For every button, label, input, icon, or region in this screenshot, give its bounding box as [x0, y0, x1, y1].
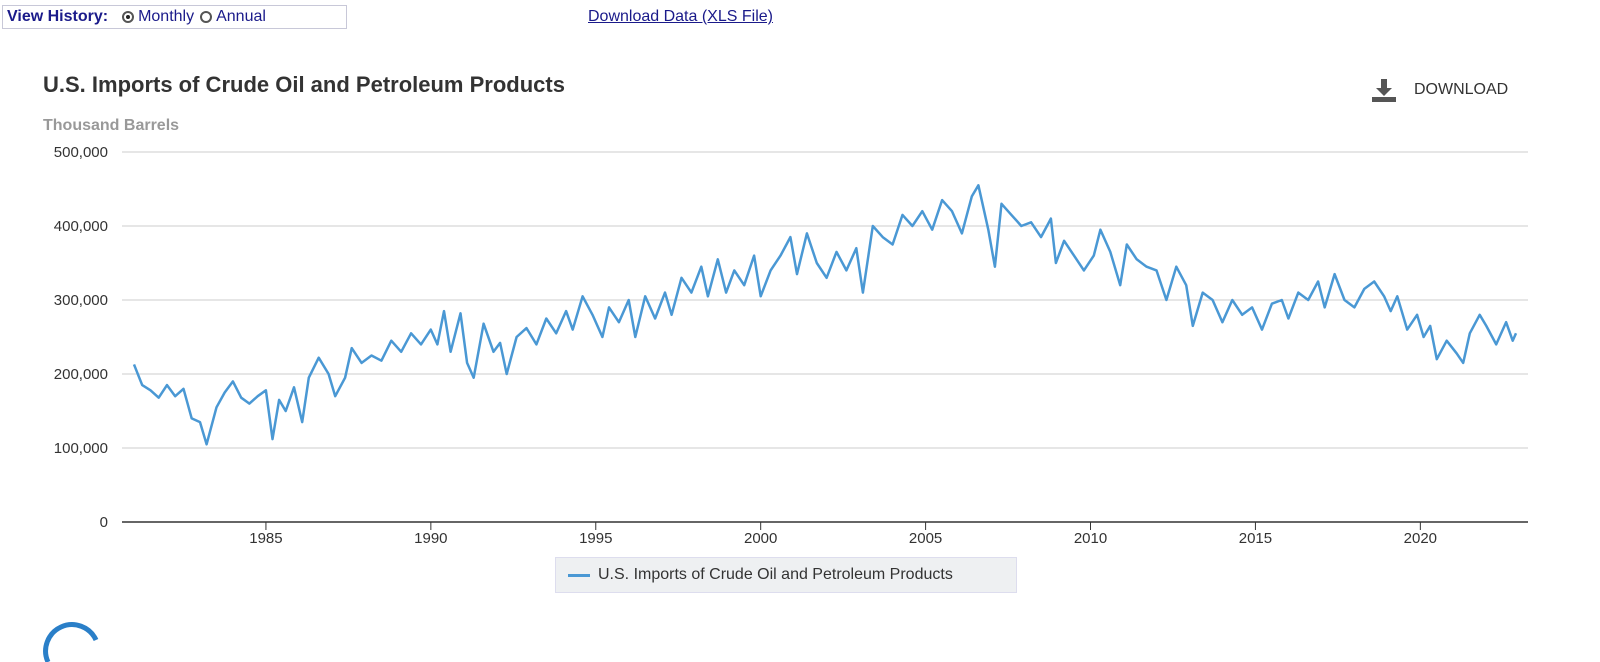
- monthly-radio[interactable]: [122, 11, 135, 23]
- y-tick-label: 500,000: [54, 144, 108, 161]
- monthly-label[interactable]: Monthly: [138, 8, 195, 25]
- legend-item[interactable]: U.S. Imports of Crude Oil and Petroleum …: [555, 557, 1017, 593]
- x-tick-label: 1995: [579, 530, 612, 547]
- x-tick-label: 1990: [414, 530, 447, 547]
- legend-label: U.S. Imports of Crude Oil and Petroleum …: [598, 566, 953, 583]
- y-tick-label: 300,000: [54, 292, 108, 309]
- x-tick-label: 2005: [909, 530, 942, 547]
- y-axis-unit: Thousand Barrels: [43, 117, 180, 134]
- download-icon: [1372, 79, 1396, 102]
- view-history-selector: View History: Monthly Annual: [2, 5, 347, 29]
- series-line: [132, 184, 1518, 446]
- view-history-label: View History:: [7, 8, 109, 25]
- x-tick-label: 2000: [744, 530, 777, 547]
- x-tick-label: 2020: [1404, 530, 1437, 547]
- y-tick-label: 200,000: [54, 366, 108, 383]
- download-label: DOWNLOAD: [1414, 81, 1509, 98]
- eia-logo: [43, 622, 99, 662]
- x-tick-label: 2015: [1239, 530, 1272, 547]
- download-data-link[interactable]: Download Data (XLS File): [588, 8, 773, 25]
- annual-label[interactable]: Annual: [216, 8, 266, 25]
- x-tick-label: 2010: [1074, 530, 1107, 547]
- chart-title: U.S. Imports of Crude Oil and Petroleum …: [43, 72, 565, 97]
- y-tick-label: 0: [100, 514, 108, 531]
- download-button[interactable]: DOWNLOAD: [1372, 78, 1508, 102]
- annual-radio[interactable]: [200, 11, 213, 23]
- x-tick-label: 1985: [249, 530, 282, 547]
- y-tick-label: 400,000: [54, 218, 108, 235]
- y-tick-label: 100,000: [54, 440, 108, 457]
- legend-swatch: [568, 573, 590, 577]
